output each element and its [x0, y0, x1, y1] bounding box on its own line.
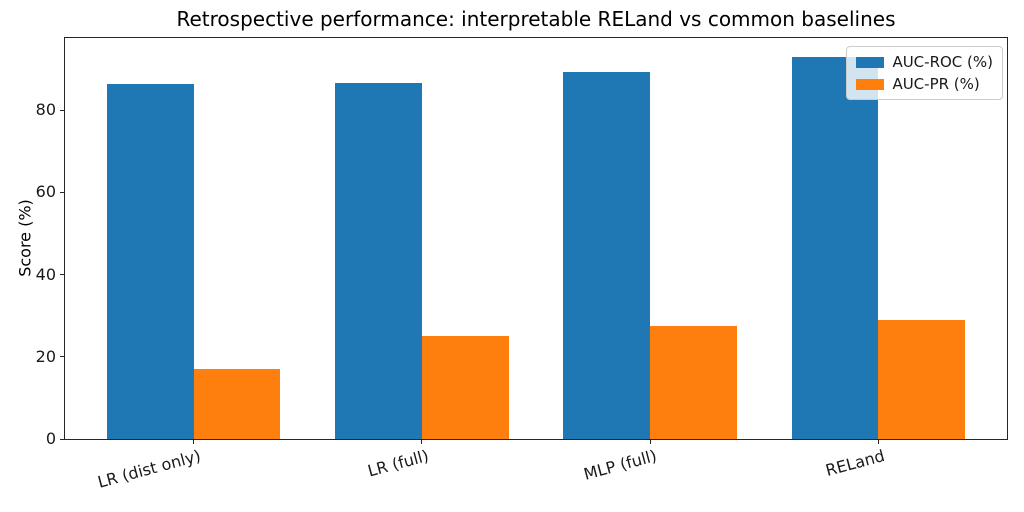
chart-title: Retrospective performance: interpretable…	[176, 7, 896, 31]
y-tick-label: 80	[35, 100, 56, 120]
y-tick-mark	[60, 191, 64, 193]
legend-label-auc-roc: AUC-ROC (%)	[892, 53, 993, 71]
legend-swatch-auc-pr	[856, 78, 885, 90]
bar-auc-roc-lr-full	[335, 83, 422, 439]
y-tick-label: 20	[35, 346, 56, 366]
bar-auc-pr-mlp-full	[650, 325, 737, 439]
legend-item-auc-roc: AUC-ROC (%)	[856, 53, 993, 71]
x-tick-mark	[421, 440, 423, 444]
bar-auc-roc-reland	[791, 57, 879, 439]
y-tick-label: 40	[35, 264, 56, 284]
y-tick-label: 60	[35, 182, 56, 202]
bar-auc-pr-lr-full	[421, 336, 509, 439]
bar-auc-roc-lr-dist-only	[106, 84, 194, 439]
x-tick-mark	[193, 440, 195, 444]
legend-label-auc-pr: AUC-PR (%)	[892, 75, 980, 93]
y-tick-label: 0	[45, 429, 56, 448]
x-tick-mark	[877, 440, 879, 444]
x-tick-label-lr-dist-only: LR (dist only)	[95, 446, 203, 492]
bar-auc-roc-mlp-full	[563, 72, 651, 439]
legend-swatch-auc-roc	[856, 56, 885, 68]
legend-item-auc-pr: AUC-PR (%)	[856, 75, 993, 93]
x-tick-label-lr-full: LR (full)	[365, 446, 431, 481]
y-tick-mark	[60, 356, 64, 358]
legend: AUC-ROC (%) AUC-PR (%)	[846, 46, 1003, 100]
bar-auc-pr-lr-dist-only	[193, 369, 281, 439]
bar-auc-pr-reland	[878, 319, 966, 439]
y-tick-mark	[60, 438, 64, 440]
y-tick-mark	[60, 274, 64, 276]
y-tick-mark	[60, 109, 64, 111]
x-tick-label-mlp-full: MLP (full)	[581, 446, 659, 484]
x-tick-label-reland: RELand	[823, 446, 888, 480]
x-tick-mark	[649, 440, 651, 444]
